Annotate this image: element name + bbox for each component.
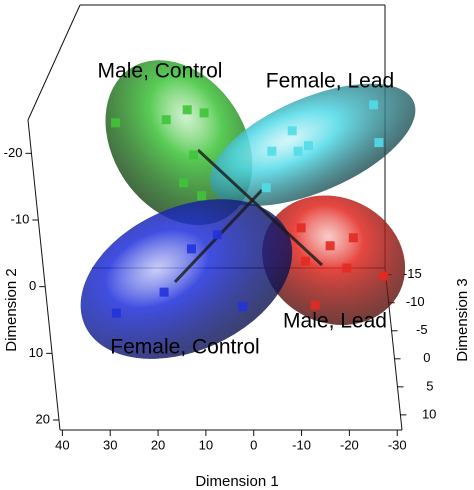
point: [348, 233, 358, 243]
point: [304, 141, 314, 151]
points: [111, 100, 388, 318]
point: [238, 301, 248, 311]
y-tick-label: -10: [11, 211, 30, 226]
box-edge: [27, 4, 81, 121]
y-tick-label: -20: [4, 145, 23, 160]
point: [197, 191, 207, 201]
point: [199, 108, 209, 118]
z-tick-label: 5: [426, 378, 433, 393]
point: [267, 146, 277, 156]
y-axis-title: Dimension 2: [3, 268, 20, 351]
x-tick-label: 30: [103, 437, 117, 452]
point: [374, 138, 384, 148]
point: [212, 230, 222, 240]
point: [325, 241, 335, 251]
x-tick-label: 0: [250, 437, 257, 452]
x-tick-label: 20: [151, 437, 165, 452]
point: [293, 146, 303, 156]
point: [182, 105, 192, 115]
point: [261, 183, 271, 193]
y-tick-label: 20: [35, 411, 49, 426]
group-label: Female, Control: [110, 336, 259, 359]
point: [111, 118, 121, 128]
group-label: Male, Control: [98, 60, 223, 83]
point: [296, 223, 306, 233]
y-tick-label: 0: [29, 278, 36, 293]
ellipsoid-shade: [80, 199, 293, 359]
point: [161, 115, 171, 125]
box: 40 30 20 10 0 -10 -20 -30 -20 -10 0 10 20 -15 -10 -5 0 5 1…: [4, 4, 436, 452]
z-axis-title: Dimension 3: [454, 278, 471, 361]
y-tick-label: 10: [29, 345, 43, 360]
point: [300, 256, 310, 266]
center-axis: [196, 148, 324, 267]
point: [186, 244, 196, 254]
group-label: Female, Lead: [266, 70, 394, 93]
point: [378, 271, 388, 281]
x-tick-label: 40: [55, 437, 69, 452]
ellipsoid: [80, 199, 293, 359]
z-tick-label: -10: [406, 294, 425, 309]
box-edge: [27, 119, 61, 431]
point: [287, 126, 297, 136]
point: [310, 300, 320, 310]
z-tick-label: -5: [416, 322, 428, 337]
x-tick-label: -10: [292, 437, 311, 452]
x-tick-label: -20: [340, 437, 359, 452]
x-tick-label: -30: [388, 437, 407, 452]
point: [189, 150, 199, 160]
group-label: Male, Lead: [283, 310, 387, 333]
point: [111, 308, 121, 318]
point: [159, 287, 169, 297]
point: [179, 178, 189, 188]
point: [369, 100, 379, 110]
point: [342, 263, 352, 273]
x-tick-label: 10: [199, 437, 213, 452]
z-tick-label: 0: [423, 350, 430, 365]
x-axis-title: Dimension 1: [195, 473, 278, 490]
labels: Dimension 1 Dimension 2 Dimension 3 Male…: [3, 60, 471, 490]
z-tick-label: -15: [403, 266, 422, 281]
z-tick-label: 10: [422, 406, 436, 421]
